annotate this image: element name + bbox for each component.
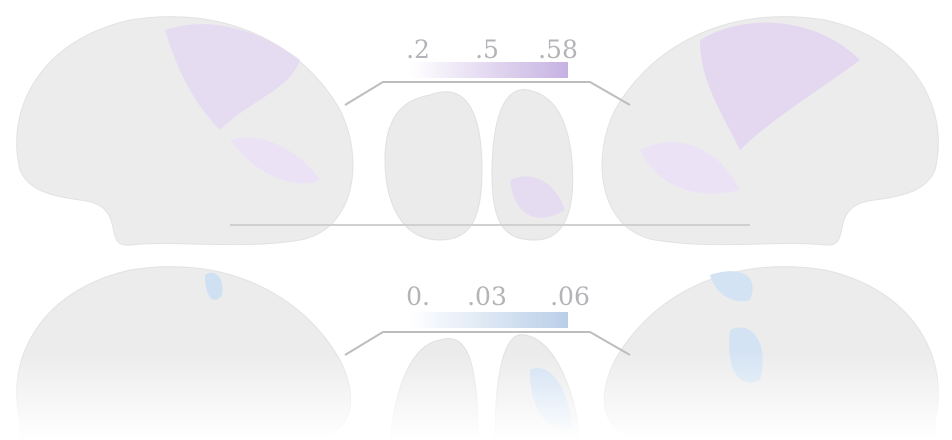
tick-label: 0.: [406, 282, 430, 311]
tick-label: .06: [550, 282, 590, 311]
tick-label: .03: [467, 282, 507, 311]
tick-label: .2: [406, 35, 430, 64]
tick-label: .58: [538, 35, 578, 64]
tick-label: .5: [475, 35, 499, 64]
